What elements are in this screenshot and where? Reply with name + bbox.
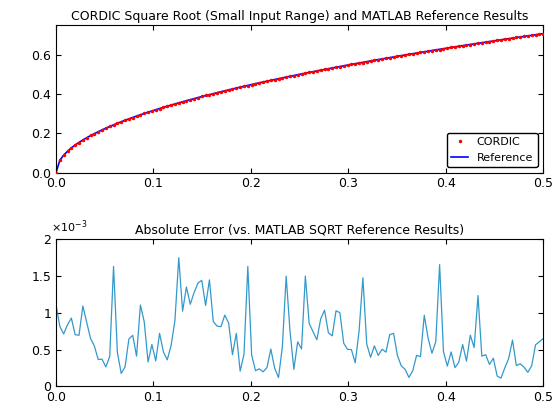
- Line: CORDIC: CORDIC: [54, 32, 545, 175]
- CORDIC: [540, 31, 547, 36]
- CORDIC: [517, 34, 524, 39]
- Legend: CORDIC, Reference: CORDIC, Reference: [447, 133, 538, 167]
- CORDIC: [306, 70, 312, 75]
- Reference: [171, 102, 178, 107]
- Line: Reference: Reference: [56, 34, 543, 173]
- CORDIC: [233, 85, 240, 90]
- Text: $\times10^{-3}$: $\times10^{-3}$: [51, 219, 87, 235]
- Title: Absolute Error (vs. MATLAB SQRT Reference Results): Absolute Error (vs. MATLAB SQRT Referenc…: [135, 223, 464, 236]
- Reference: [53, 170, 59, 175]
- Title: CORDIC Square Root (Small Input Range) and MATLAB Reference Results: CORDIC Square Root (Small Input Range) a…: [71, 10, 528, 23]
- CORDIC: [171, 102, 178, 107]
- Reference: [252, 81, 259, 86]
- Reference: [540, 31, 547, 36]
- CORDIC: [53, 171, 59, 176]
- CORDIC: [471, 42, 478, 47]
- Reference: [517, 34, 524, 39]
- Reference: [233, 86, 240, 91]
- CORDIC: [252, 81, 259, 86]
- Reference: [471, 41, 478, 46]
- Reference: [306, 70, 312, 75]
